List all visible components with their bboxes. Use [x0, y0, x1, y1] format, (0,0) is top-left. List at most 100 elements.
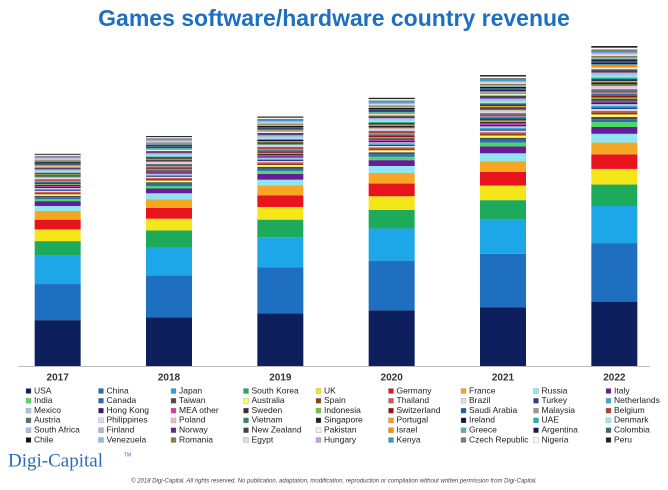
- bar-segment: [368, 116, 415, 119]
- bar-segment: [34, 172, 81, 174]
- bar-segment: [146, 160, 192, 162]
- bar-segment: [591, 184, 638, 206]
- bar-segment: [480, 185, 526, 201]
- bar-segment: [368, 97, 415, 100]
- bar-segment: [480, 95, 526, 98]
- bar-segment: [591, 77, 638, 80]
- bar-segment: [368, 105, 415, 107]
- legend-label: Sweden: [252, 405, 283, 415]
- bar-segment: [591, 64, 638, 66]
- bar-segment: [480, 92, 526, 95]
- legend-label: USA: [34, 385, 52, 395]
- legend-swatch: [605, 427, 612, 433]
- x-tick-label: 2020: [381, 373, 404, 384]
- bar-segment: [34, 206, 81, 211]
- bar-segment: [257, 267, 304, 314]
- bar-segment: [480, 146, 526, 154]
- bar-segment: [257, 150, 304, 152]
- bar-segment: [146, 173, 192, 175]
- bar-segment: [146, 199, 192, 208]
- bar-segment: [480, 94, 526, 96]
- x-tick-label: 2019: [269, 373, 292, 384]
- bar-segment: [480, 113, 526, 115]
- bar-segment: [480, 110, 526, 112]
- bar-segment: [480, 219, 526, 254]
- bar-segment: [257, 156, 304, 158]
- legend-swatch: [25, 388, 32, 394]
- bar-segment: [368, 196, 415, 210]
- legend-label: Switzerland: [397, 405, 441, 415]
- bar-segment: [34, 175, 81, 177]
- legend-label: Brazil: [469, 395, 490, 405]
- legend-label: Netherlands: [614, 395, 660, 405]
- bar-segment: [257, 152, 304, 154]
- legend-swatch: [388, 398, 394, 404]
- bar-segment: [257, 131, 304, 133]
- bar-segment: [591, 79, 638, 81]
- legend-label: Greece: [469, 424, 497, 434]
- bar-segment: [480, 79, 526, 81]
- bar-segment: [591, 69, 638, 71]
- bar-segment: [34, 320, 81, 366]
- bar-segment: [480, 127, 526, 130]
- bar-segment: [480, 130, 526, 133]
- legend-swatch: [170, 407, 177, 414]
- bar-segment: [591, 104, 638, 106]
- bar-segment: [480, 102, 526, 105]
- bar-segment: [591, 97, 638, 100]
- legend-swatch: [98, 388, 104, 394]
- legend-label: Israel: [397, 424, 418, 434]
- bar-segment: [480, 114, 526, 117]
- bar-segment: [368, 124, 415, 126]
- x-tick-label: 2017: [47, 373, 70, 384]
- bar-segment: [146, 151, 192, 153]
- bar-segment: [591, 126, 638, 134]
- bar-segment: [368, 310, 415, 366]
- legend-label: Nigeria: [542, 434, 569, 444]
- bar-segment: [34, 284, 81, 321]
- legend-label: New Zealand: [252, 424, 302, 434]
- bar-segment: [146, 141, 192, 143]
- bar-segment: [480, 89, 526, 92]
- bar-segment: [480, 307, 526, 366]
- bar-segment: [480, 121, 526, 124]
- bar-segment: [34, 154, 81, 156]
- bar-segment: [368, 132, 415, 134]
- bar-segment: [368, 142, 415, 144]
- legend-label: Peru: [614, 434, 632, 444]
- legend-swatch: [460, 427, 467, 433]
- legend-swatch: [460, 398, 467, 404]
- bar-segment: [591, 75, 638, 78]
- legend-swatch: [98, 407, 104, 414]
- bar-segment: [146, 170, 192, 172]
- bar-segment: [146, 168, 192, 170]
- bar-segment: [257, 170, 304, 174]
- bar-segment: [34, 156, 81, 158]
- bar-segment: [591, 49, 638, 51]
- bar-segment: [480, 108, 526, 111]
- bar-segment: [480, 126, 526, 128]
- legend-swatch: [25, 417, 32, 424]
- bar-segment: [368, 138, 415, 140]
- bar-segment: [368, 125, 415, 127]
- legend-label: UK: [324, 385, 336, 395]
- legend-swatch: [315, 417, 322, 424]
- bar-segment: [368, 107, 415, 110]
- bar-segment: [591, 110, 638, 113]
- bar-segment: [34, 219, 81, 230]
- bar-segment: [368, 106, 415, 108]
- bar-segment: [146, 162, 192, 164]
- bar-segment: [34, 185, 81, 186]
- bar-segment: [146, 156, 192, 158]
- bar-segment: [34, 192, 81, 195]
- bar-segment: [368, 126, 415, 129]
- bar-segment: [368, 228, 415, 261]
- bar-segment: [34, 164, 81, 166]
- bar-segment: [257, 157, 304, 159]
- bar-segment: [368, 109, 415, 111]
- bar-segment: [146, 275, 192, 318]
- bar-segment: [591, 59, 638, 61]
- bar-segment: [480, 88, 526, 90]
- bar-segment: [146, 142, 192, 144]
